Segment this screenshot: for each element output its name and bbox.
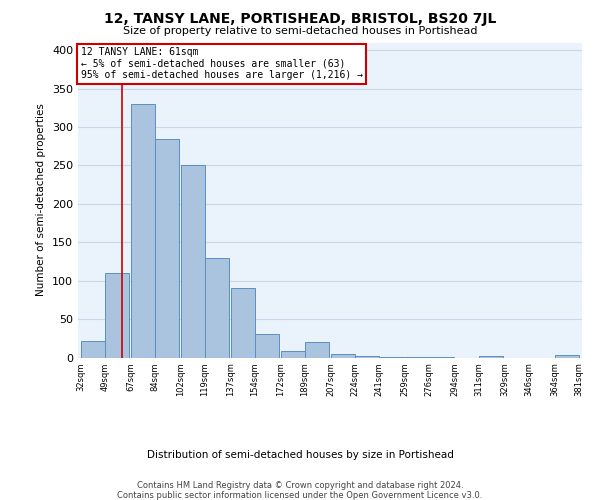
Bar: [155, 138, 179, 358]
Bar: [131, 104, 155, 358]
Bar: [231, 288, 255, 358]
Text: 12 TANSY LANE: 61sqm
← 5% of semi-detached houses are smaller (63)
95% of semi-d: 12 TANSY LANE: 61sqm ← 5% of semi-detach…: [80, 47, 362, 80]
Bar: [181, 166, 205, 358]
Bar: [355, 356, 379, 358]
Bar: [281, 352, 305, 358]
Bar: [429, 356, 454, 358]
Bar: [205, 258, 229, 358]
Bar: [105, 273, 130, 357]
Text: Contains public sector information licensed under the Open Government Licence v3: Contains public sector information licen…: [118, 491, 482, 500]
Bar: [255, 334, 280, 357]
Bar: [405, 356, 429, 358]
Text: Size of property relative to semi-detached houses in Portishead: Size of property relative to semi-detach…: [123, 26, 477, 36]
Text: Distribution of semi-detached houses by size in Portishead: Distribution of semi-detached houses by …: [146, 450, 454, 460]
Bar: [305, 342, 329, 357]
Text: 12, TANSY LANE, PORTISHEAD, BRISTOL, BS20 7JL: 12, TANSY LANE, PORTISHEAD, BRISTOL, BS2…: [104, 12, 496, 26]
Bar: [555, 355, 579, 358]
Y-axis label: Number of semi-detached properties: Number of semi-detached properties: [37, 104, 46, 296]
Bar: [379, 356, 404, 358]
Bar: [81, 340, 105, 357]
Bar: [479, 356, 503, 358]
Text: Contains HM Land Registry data © Crown copyright and database right 2024.: Contains HM Land Registry data © Crown c…: [137, 481, 463, 490]
Bar: [331, 354, 355, 358]
